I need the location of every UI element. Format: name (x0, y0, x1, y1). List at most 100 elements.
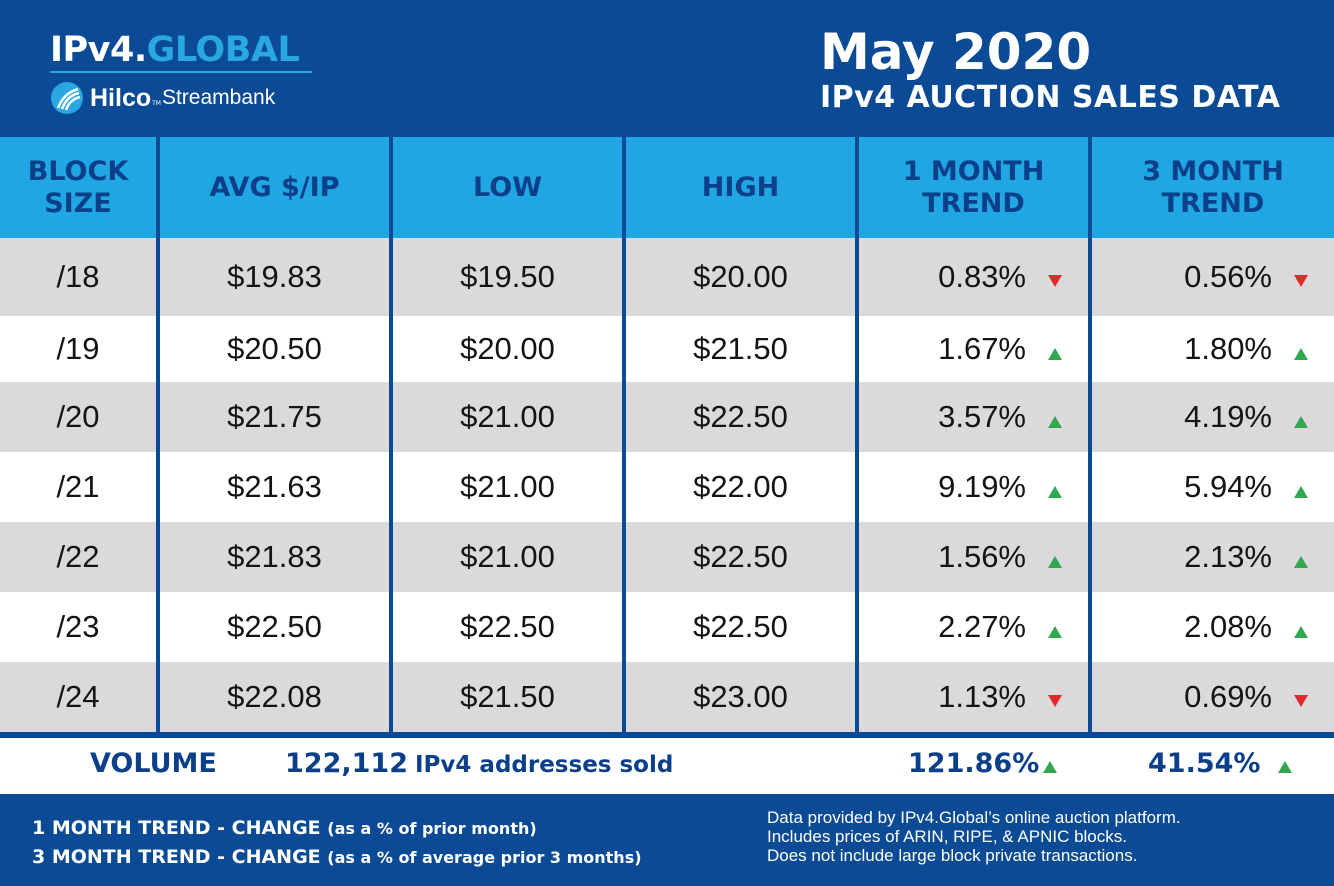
high-price-cell: $22.50 (626, 382, 859, 452)
avg-price-cell-value: $22.50 (227, 609, 322, 644)
high-price-cell-value: $22.00 (693, 469, 788, 504)
note-line-3: Does not include large block private tra… (767, 846, 1138, 865)
three-month-trend-cell-value: 0.69% (1184, 679, 1272, 714)
table-row: /19 $20.50 $20.00 $21.50 1.67% 1.80% (0, 316, 1334, 382)
avg-price-cell-value: $21.75 (227, 399, 322, 434)
trend-down-icon (1294, 275, 1308, 287)
logo-wordmark: IPv4.GLOBAL (50, 30, 312, 70)
three-month-trend-cell-value: 2.08% (1184, 609, 1272, 644)
three-month-trend-cell: 5.94% (1092, 452, 1334, 522)
three-month-trend-cell: 2.13% (1092, 522, 1334, 592)
note-line-1: Data provided by IPv4.Global’s online au… (767, 808, 1181, 827)
one-month-trend-cell: 0.83% (859, 238, 1092, 316)
volume-count: 122,112 (285, 748, 408, 779)
one-month-trend-cell: 9.19% (859, 452, 1092, 522)
column-header-3-month-trend: 3 MONTH TREND (1092, 137, 1334, 238)
avg-price-cell: $21.63 (160, 452, 393, 522)
trend-down-icon (1048, 695, 1062, 707)
trend-up-icon (1048, 626, 1062, 638)
high-price-cell: $20.00 (626, 238, 859, 316)
page-footer: 1 MONTH TREND - CHANGE (as a % of prior … (0, 794, 1334, 886)
avg-price-cell-value: $21.63 (227, 469, 322, 504)
avg-price-cell: $20.50 (160, 316, 393, 382)
block-size-cell: /24 (0, 662, 160, 732)
one-month-trend-cell-value: 1.56% (938, 539, 1026, 574)
hilco-swoosh-icon (51, 82, 83, 114)
trend-up-icon (1048, 486, 1062, 498)
table-body: /18 $19.83 $19.50 $20.00 0.83% 0.56% /19 $20.50… (0, 238, 1334, 732)
block-size-cell-value: /24 (56, 679, 100, 714)
block-size-cell-value: /19 (56, 331, 100, 366)
high-price-cell: $21.50 (626, 316, 859, 382)
three-month-trend-cell-value: 1.80% (1184, 331, 1272, 366)
one-month-trend-cell-value: 1.67% (938, 331, 1026, 366)
hilco-streambank-logo: Hilco TM Streambank (50, 82, 312, 114)
avg-price-cell-value: $21.83 (227, 539, 322, 574)
trend-up-icon (1294, 416, 1308, 428)
trend-up-icon (1294, 626, 1308, 638)
report-title: May 2020 (820, 23, 1092, 81)
one-month-trend-cell: 1.56% (859, 522, 1092, 592)
trend-legend: 1 MONTH TREND - CHANGE (as a % of prior … (32, 814, 642, 872)
one-month-trend-cell-value: 2.27% (938, 609, 1026, 644)
high-price-cell-value: $21.50 (693, 331, 788, 366)
low-price-cell-value: $21.00 (460, 469, 555, 504)
legend-3-month: 3 MONTH TREND - CHANGE (as a % of averag… (32, 846, 642, 868)
avg-price-cell-value: $20.50 (227, 331, 322, 366)
one-month-trend-cell-value: 0.83% (938, 259, 1026, 294)
avg-price-cell-value: $22.08 (227, 679, 322, 714)
table-row: /21 $21.63 $21.00 $22.00 9.19% 5.94% (0, 452, 1334, 522)
three-month-trend-cell: 4.19% (1092, 382, 1334, 452)
block-size-cell-value: /21 (56, 469, 100, 504)
trend-up-icon (1278, 760, 1293, 773)
high-price-cell-value: $22.50 (693, 399, 788, 434)
ipv4-global-logo: IPv4.GLOBAL Hilco TM Streambank (50, 30, 312, 114)
one-month-trend-cell-value: 1.13% (938, 679, 1026, 714)
low-price-cell-value: $21.00 (460, 399, 555, 434)
three-month-trend-cell-value: 2.13% (1184, 539, 1272, 574)
block-size-cell-value: /18 (56, 259, 100, 294)
low-price-cell-value: $22.50 (460, 609, 555, 644)
low-price-cell: $21.00 (393, 522, 626, 592)
one-month-trend-cell: 1.67% (859, 316, 1092, 382)
trend-up-icon (1048, 416, 1062, 428)
three-month-trend-cell: 1.80% (1092, 316, 1334, 382)
table-row: /20 $21.75 $21.00 $22.50 3.57% 4.19% (0, 382, 1334, 452)
block-size-cell: /22 (0, 522, 160, 592)
logo-ipv4: IPv4. (50, 30, 147, 70)
table-row: /22 $21.83 $21.00 $22.50 1.56% 2.13% (0, 522, 1334, 592)
block-size-cell: /19 (0, 316, 160, 382)
block-size-cell: /20 (0, 382, 160, 452)
table-row: /24 $22.08 $21.50 $23.00 1.13% 0.69% (0, 662, 1334, 732)
trend-up-icon (1048, 556, 1062, 568)
block-size-cell: /18 (0, 238, 160, 316)
block-size-cell-value: /22 (56, 539, 100, 574)
avg-price-cell: $21.75 (160, 382, 393, 452)
high-price-cell: $22.50 (626, 592, 859, 662)
volume-row: VOLUME 122,112 IPv4 addresses sold 121.8… (0, 738, 1334, 794)
high-price-cell-value: $22.50 (693, 609, 788, 644)
trend-up-icon (1048, 348, 1062, 360)
logo-global: GLOBAL (146, 30, 300, 70)
legend-1-month: 1 MONTH TREND - CHANGE (as a % of prior … (32, 817, 537, 839)
low-price-cell-value: $19.50 (460, 259, 555, 294)
low-price-cell: $22.50 (393, 592, 626, 662)
one-month-trend-cell: 3.57% (859, 382, 1092, 452)
column-header-1-month-trend: 1 MONTH TREND (859, 137, 1092, 238)
one-month-trend-cell: 1.13% (859, 662, 1092, 732)
report-subtitle: IPv4 AUCTION SALES DATA (820, 80, 1281, 115)
low-price-cell: $21.50 (393, 662, 626, 732)
three-month-trend-cell-value: 5.94% (1184, 469, 1272, 504)
trend-down-icon (1048, 275, 1062, 287)
high-price-cell: $22.00 (626, 452, 859, 522)
page-header: IPv4.GLOBAL Hilco TM Streambank May 2020… (0, 0, 1334, 137)
column-header-low: LOW (393, 137, 626, 238)
block-size-cell-value: /20 (56, 399, 100, 434)
low-price-cell-value: $21.50 (460, 679, 555, 714)
volume-3-month-trend: 41.54% (1148, 748, 1293, 779)
block-size-cell-value: /23 (56, 609, 100, 644)
trend-up-icon (1043, 760, 1058, 773)
one-month-trend-cell: 2.27% (859, 592, 1092, 662)
logo-hilco: Hilco (90, 83, 152, 112)
logo-divider (50, 71, 312, 73)
